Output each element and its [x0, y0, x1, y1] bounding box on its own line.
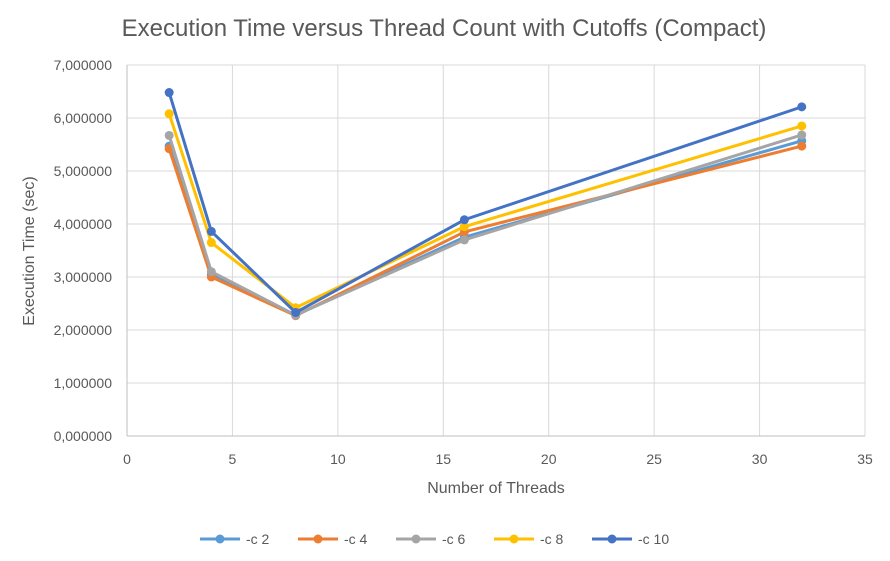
- data-point: [206, 267, 216, 277]
- series-group: [164, 88, 807, 318]
- legend-label: -c 8: [540, 531, 564, 547]
- data-point: [459, 215, 469, 225]
- data-point: [797, 102, 807, 112]
- x-tick-label: 25: [646, 451, 662, 467]
- data-point: [797, 130, 807, 140]
- legend-item: -c 4: [298, 531, 368, 547]
- x-tick-label: 20: [541, 451, 557, 467]
- data-point: [797, 121, 807, 131]
- series-group: [164, 109, 807, 313]
- data-point: [164, 109, 174, 119]
- series-layer: [164, 88, 807, 321]
- data-point: [206, 226, 216, 236]
- y-tick-label: 3,000000: [54, 269, 113, 285]
- legend-marker: [215, 534, 225, 544]
- data-point: [797, 141, 807, 151]
- y-tick-label: 0,000000: [54, 428, 113, 444]
- x-tick-label: 10: [330, 451, 346, 467]
- legend-item: -c 6: [396, 531, 466, 547]
- y-tick-label: 5,000000: [54, 163, 113, 179]
- legend-item: -c 8: [494, 531, 564, 547]
- series-line: [167, 113, 803, 310]
- legend-marker: [411, 534, 421, 544]
- y-tick-label: 6,000000: [54, 110, 113, 126]
- x-tick-label: 0: [123, 451, 131, 467]
- legend: -c 2 -c 4 -c 6 -c 8 -c 10: [200, 531, 669, 547]
- legend-marker: [607, 534, 617, 544]
- y-tick-label: 2,000000: [54, 322, 113, 338]
- x-tick-label: 30: [752, 451, 768, 467]
- legend-label: -c 6: [442, 531, 466, 547]
- data-point: [164, 130, 174, 140]
- data-point: [164, 88, 174, 98]
- data-point: [291, 308, 301, 318]
- legend-label: -c 10: [638, 531, 669, 547]
- y-tick-label: 4,000000: [54, 216, 113, 232]
- x-tick-label: 35: [857, 451, 873, 467]
- data-point: [459, 235, 469, 245]
- series-line: [167, 92, 803, 315]
- legend-label: -c 4: [344, 531, 368, 547]
- data-point: [206, 238, 216, 248]
- gridlines: [126, 64, 866, 437]
- legend-item: -c 10: [592, 531, 669, 547]
- x-tick-label: 15: [435, 451, 451, 467]
- y-tick-label: 7,000000: [54, 57, 113, 73]
- chart-title: Execution Time versus Thread Count with …: [122, 15, 767, 42]
- legend-item: -c 2: [200, 531, 270, 547]
- legend-marker: [509, 534, 519, 544]
- y-tick-label: 1,000000: [54, 375, 113, 391]
- x-tick-label: 5: [229, 451, 237, 467]
- axes: 0,000000 1,000000 2,000000 3,000000 4,000000…: [54, 57, 873, 467]
- legend-marker: [313, 534, 323, 544]
- y-axis-title: Execution Time (sec): [21, 176, 38, 325]
- legend-label: -c 2: [246, 531, 270, 547]
- x-axis-title: Number of Threads: [427, 480, 565, 497]
- data-point: [459, 222, 469, 232]
